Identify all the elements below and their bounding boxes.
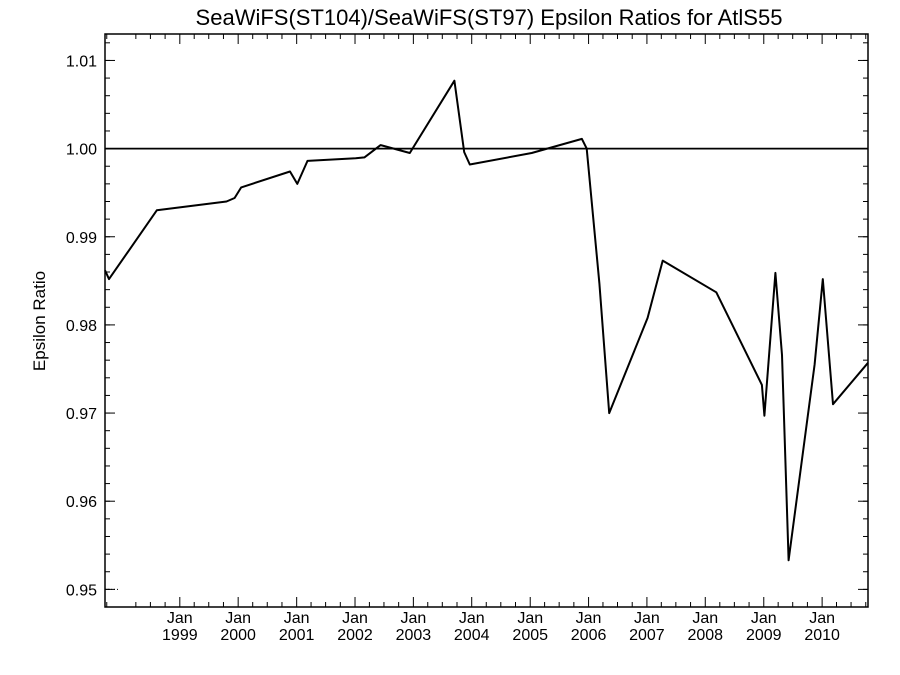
y-tick-label: 0.96	[66, 494, 97, 511]
y-axis-label: Epsilon Ratio	[30, 271, 49, 371]
x-tick-label-month: Jan	[751, 610, 777, 627]
reference-line-group	[105, 147, 868, 590]
y-tick-label: 1.01	[66, 53, 97, 70]
x-tick-label-year: 1999	[162, 627, 198, 644]
axes: 0.950.960.970.980.991.001.01Jan1999Jan20…	[66, 34, 868, 644]
x-tick-label-year: 2008	[687, 627, 723, 644]
y-tick-label: 0.99	[66, 230, 97, 247]
y-tick-label: 1.00	[66, 142, 97, 159]
x-tick-label-month: Jan	[634, 610, 660, 627]
plot-frame	[104, 33, 869, 608]
x-tick-label-month: Jan	[225, 610, 251, 627]
x-tick-label-year: 2010	[804, 627, 840, 644]
chart-title: SeaWiFS(ST104)/SeaWiFS(ST97) Epsilon Rat…	[196, 5, 783, 30]
x-tick-label-year: 2005	[512, 627, 548, 644]
x-tick-label-year: 2006	[571, 627, 607, 644]
x-tick-label-year: 2003	[396, 627, 432, 644]
x-tick-label-month: Jan	[517, 610, 543, 627]
series-group	[104, 79, 869, 562]
y-tick-label: 0.95	[66, 582, 97, 599]
x-tick-label-month: Jan	[167, 610, 193, 627]
x-tick-label-month: Jan	[459, 610, 485, 627]
x-tick-label-year: 2009	[746, 627, 782, 644]
x-tick-label-year: 2004	[454, 627, 490, 644]
series-line	[104, 79, 869, 562]
x-tick-label-year: 2000	[220, 627, 256, 644]
x-tick-label-month: Jan	[342, 610, 368, 627]
y-tick-label: 0.98	[66, 318, 97, 335]
x-tick-label-month: Jan	[576, 610, 602, 627]
y-tick-label: 0.97	[66, 406, 97, 423]
x-tick-label-year: 2007	[629, 627, 665, 644]
x-tick-label-year: 2002	[337, 627, 373, 644]
x-tick-label-month: Jan	[692, 610, 718, 627]
x-tick-label-month: Jan	[400, 610, 426, 627]
x-tick-label-month: Jan	[284, 610, 310, 627]
x-tick-label-year: 2001	[279, 627, 315, 644]
x-tick-label-month: Jan	[809, 610, 835, 627]
